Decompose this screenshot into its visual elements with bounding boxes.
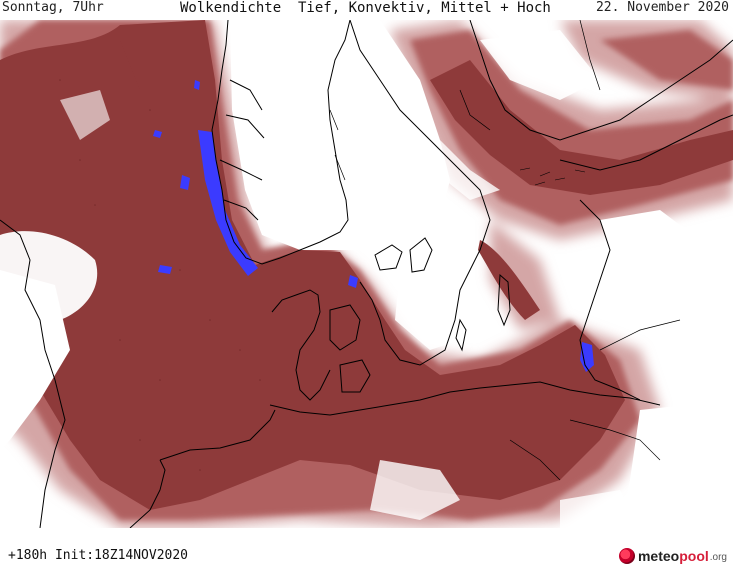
map-title: Wolkendichte Tief, Konvektiv, Mittel + H… [180, 0, 551, 16]
logo-text-pool: pool [679, 548, 709, 564]
logo-text-meteo: meteo [637, 548, 680, 564]
map-header: Sonntag, 7Uhr Wolkendichte Tief, Konvekt… [0, 0, 733, 22]
map-canvas [0, 20, 733, 528]
forecast-day-time: Sonntag, 7Uhr [2, 0, 104, 15]
stipple-dots [59, 79, 261, 471]
meteopool-logo-icon [618, 548, 635, 564]
forecast-run-info: +180h Init:18Z14NOV2020 [8, 548, 189, 563]
clear-sky-areas [0, 20, 733, 528]
cloud-layer-dense [0, 20, 733, 510]
cloud-density-map [0, 20, 733, 528]
forecast-date: 22. November 2020 [595, 0, 729, 15]
meteopool-logo[interactable]: meteo pool .org [618, 546, 727, 566]
coastlines [0, 20, 733, 528]
convective-cloud-patches [153, 80, 594, 372]
map-footer: +180h Init:18Z14NOV2020 meteo pool .org [0, 540, 733, 566]
logo-text-org: .org [709, 552, 727, 563]
